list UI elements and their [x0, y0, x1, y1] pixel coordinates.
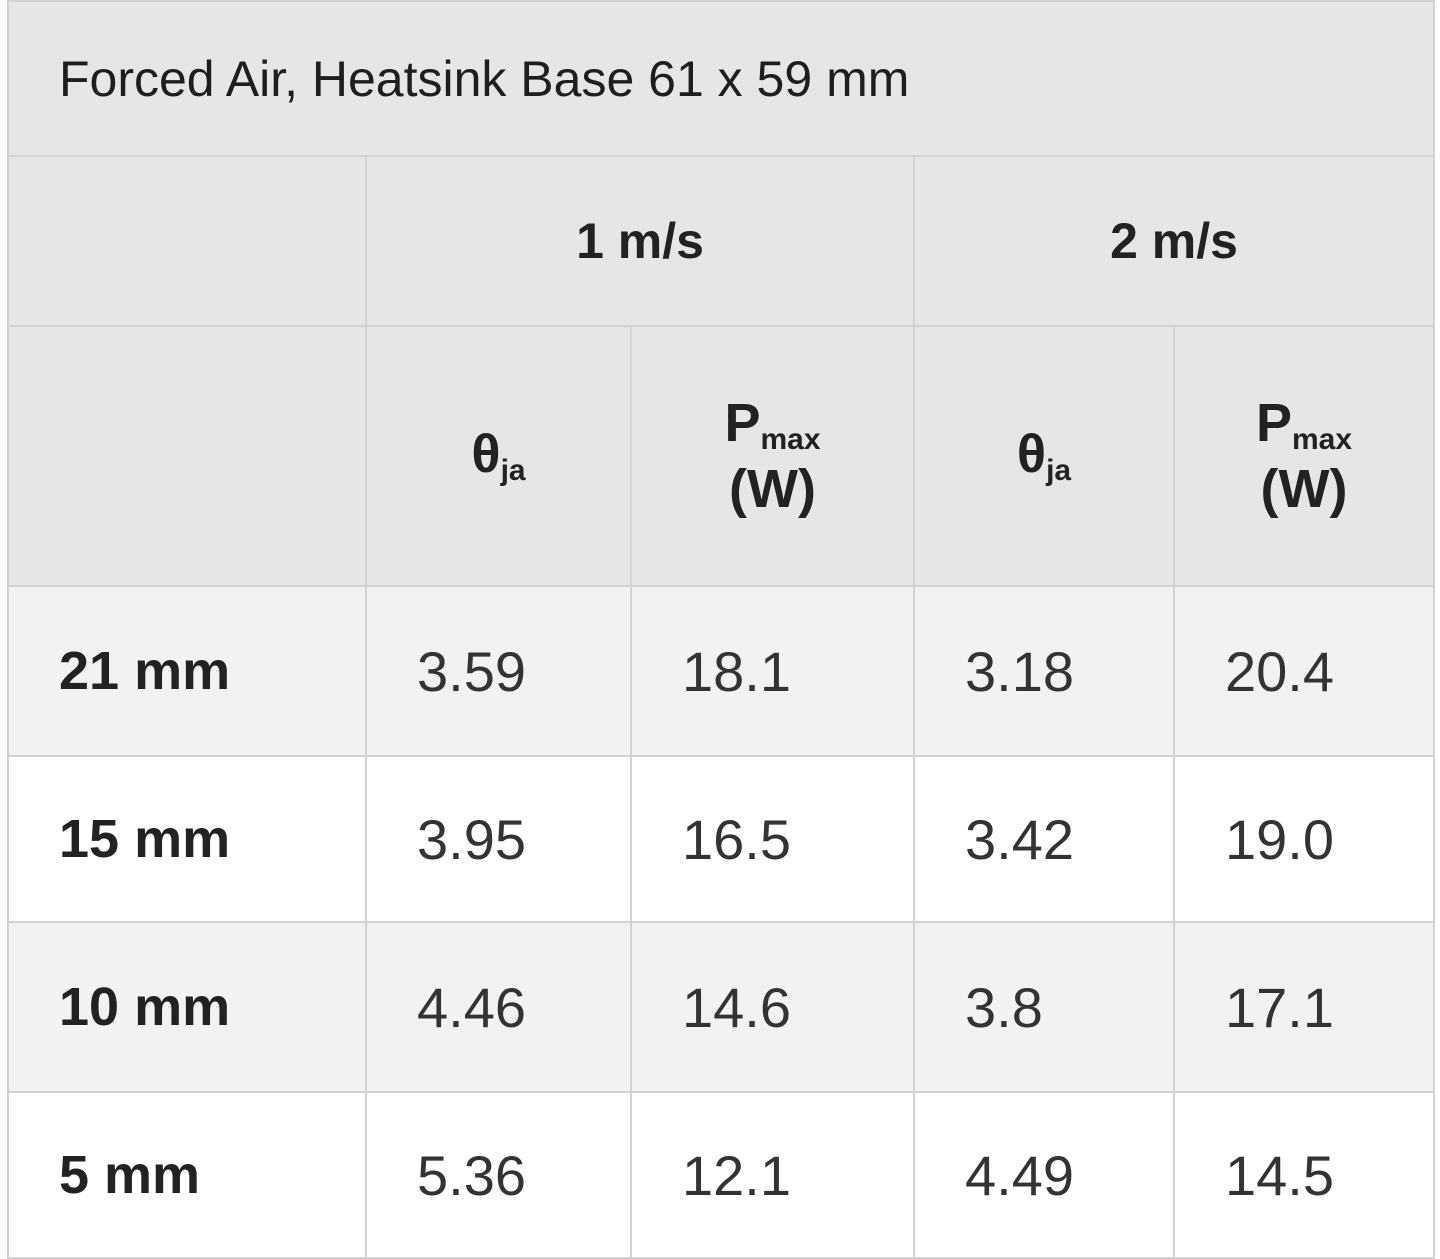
title-row: Forced Air, Heatsink Base 61 x 59 mm: [6, 0, 1436, 157]
cell-value: 19.0: [1172, 755, 1436, 923]
row-label: 10 mm: [7, 921, 367, 1093]
row-label: 21 mm: [7, 585, 367, 757]
column-header: θja: [913, 325, 1175, 587]
row-label: 15 mm: [7, 755, 367, 923]
unit: (W): [729, 458, 816, 519]
subscript: max: [760, 423, 821, 457]
data-row: 21 mm 3.59 18.1 3.18 20.4: [7, 585, 1436, 757]
symbol: P: [724, 393, 761, 454]
data-table: Forced Air, Heatsink Base 61 x 59 mm 1 m…: [6, 0, 1436, 1259]
symbol: θ: [471, 424, 501, 485]
empty-cell: [7, 325, 367, 587]
unit: (W): [1260, 458, 1348, 519]
column-row: θja Pmax (W) θja Pmax (W): [7, 325, 1436, 587]
cell-value: 18.1: [630, 585, 915, 757]
group-row: 1 m/s 2 m/s: [7, 155, 1436, 327]
cell-value: 3.95: [365, 755, 632, 923]
cell-value: 3.59: [365, 585, 632, 757]
data-row: 10 mm 4.46 14.6 3.8 17.1: [7, 921, 1436, 1093]
cell-value: 3.42: [913, 755, 1175, 923]
table-title: Forced Air, Heatsink Base 61 x 59 mm: [6, 0, 1436, 157]
group-header: 2 m/s: [912, 155, 1436, 327]
column-header: Pmax (W): [630, 325, 915, 587]
cell-value: 14.5: [1172, 1091, 1436, 1259]
data-row: 15 mm 3.95 16.5 3.42 19.0: [7, 755, 1436, 923]
cell-value: 17.1: [1172, 921, 1436, 1093]
row-label: 5 mm: [7, 1091, 367, 1259]
cell-value: 4.49: [913, 1091, 1175, 1259]
column-header: Pmax (W): [1172, 325, 1436, 587]
symbol: P: [1255, 393, 1292, 454]
cell-value: 14.6: [630, 921, 915, 1093]
cell-value: 3.8: [913, 921, 1175, 1093]
data-row: 5 mm 5.36 12.1 4.49 14.5: [7, 1091, 1436, 1259]
group-header: 1 m/s: [365, 155, 915, 327]
symbol: θ: [1016, 424, 1047, 485]
cell-value: 4.46: [365, 921, 632, 1093]
subscript: ja: [1046, 454, 1072, 488]
subscript: ja: [500, 454, 526, 488]
cell-value: 16.5: [630, 755, 915, 923]
empty-cell: [7, 155, 367, 327]
column-header: θja: [365, 325, 632, 587]
cell-value: 20.4: [1172, 585, 1436, 757]
cell-value: 5.36: [365, 1091, 632, 1259]
subscript: max: [1292, 423, 1353, 457]
cell-value: 3.18: [913, 585, 1175, 757]
cell-value: 12.1: [630, 1091, 915, 1259]
